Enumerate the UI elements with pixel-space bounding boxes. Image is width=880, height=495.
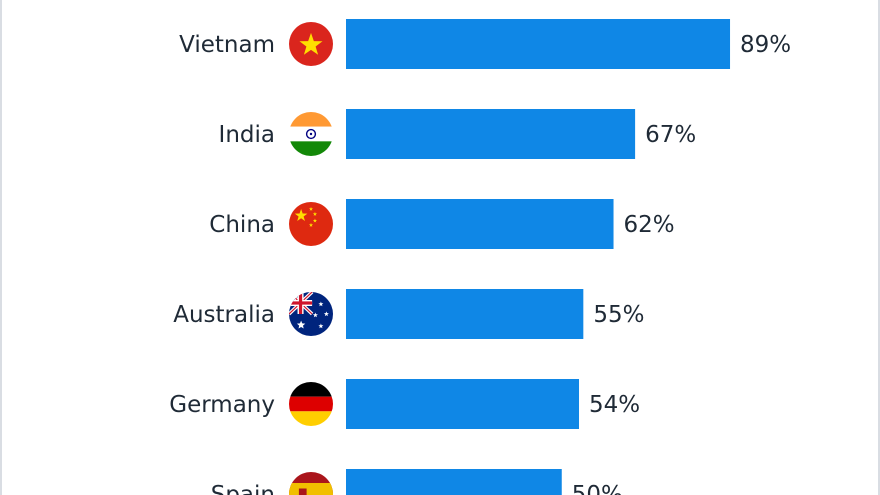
country-label: India [219, 122, 275, 148]
australia-flag-icon [289, 292, 333, 336]
bar [346, 379, 580, 429]
bar [346, 19, 731, 69]
country-label: Vietnam [179, 32, 275, 58]
country-label: China [209, 212, 275, 238]
bar [346, 289, 584, 339]
value-label: 54% [589, 392, 640, 418]
bar [346, 199, 614, 249]
china-flag-icon [289, 202, 333, 246]
country-label: Australia [173, 302, 275, 328]
vietnam-flag-icon [289, 22, 333, 66]
bar [346, 109, 636, 159]
value-label: 50% [572, 482, 623, 495]
value-label: 89% [740, 32, 791, 58]
germany-flag-icon [289, 382, 333, 426]
country-label: Germany [169, 392, 275, 418]
country-label: Spain [211, 482, 275, 495]
spain-flag-icon [289, 472, 333, 495]
value-label: 62% [624, 212, 675, 238]
value-label: 55% [593, 302, 644, 328]
bar [346, 469, 562, 495]
india-flag-icon [289, 112, 333, 156]
value-label: 67% [645, 122, 696, 148]
